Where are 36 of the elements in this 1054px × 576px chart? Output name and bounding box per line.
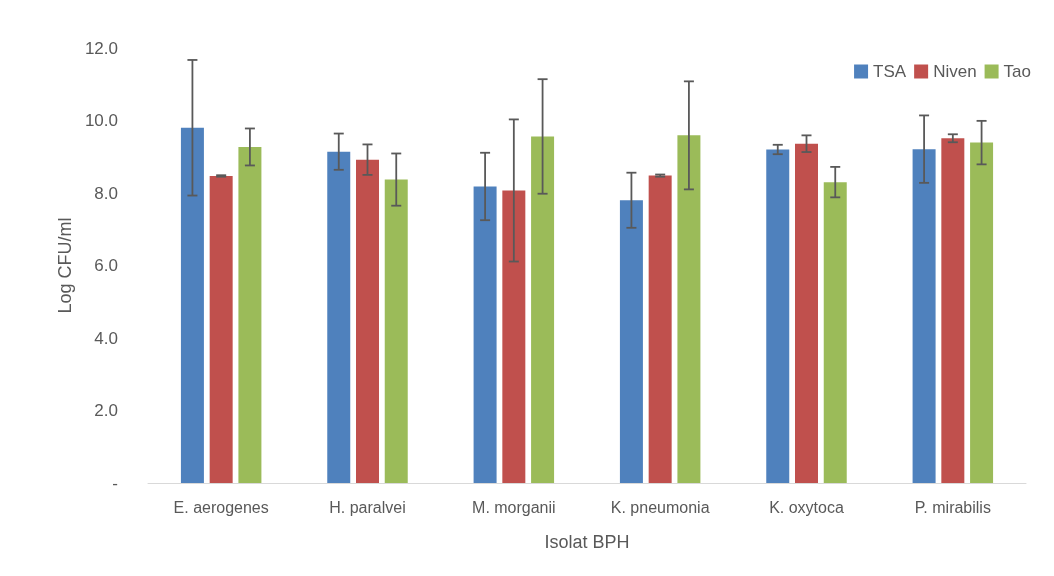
legend-label: TSA [873, 62, 907, 81]
bar [531, 136, 555, 483]
y-tick-label: 6.0 [94, 256, 118, 275]
x-tick-label: H. paralvei [329, 498, 406, 516]
bar [941, 138, 965, 483]
bar [238, 146, 262, 483]
y-tick-label: 2.0 [94, 401, 118, 420]
bar [209, 175, 233, 483]
x-tick-label: E. aerogenes [173, 498, 269, 516]
bar [327, 151, 351, 483]
bar [970, 142, 994, 483]
bar [766, 149, 790, 483]
bar [356, 159, 379, 483]
bar [823, 182, 847, 483]
x-tick-label: K. pneumonia [610, 498, 710, 516]
bar [473, 186, 497, 483]
x-tick-label: M. morganii [472, 498, 556, 516]
y-axis-title: Log CFU/ml [55, 217, 76, 314]
legend-label: Tao [1003, 62, 1032, 81]
x-axis-title: Isolat BPH [544, 532, 630, 552]
y-tick-label: 4.0 [94, 328, 118, 348]
y-tick-label: 12.0 [84, 38, 118, 58]
bar [912, 149, 936, 483]
x-tick-label: P. mirabilis [914, 498, 991, 516]
bar [619, 200, 643, 483]
y-tick-label: 8.0 [94, 183, 118, 203]
bar [795, 143, 818, 483]
x-tick-label: K. oxytoca [769, 498, 844, 516]
legend-label: Niven [933, 62, 977, 81]
bar [384, 179, 408, 483]
bar [677, 135, 701, 483]
y-tick-label: 10.0 [84, 111, 118, 130]
bar [502, 190, 526, 483]
y-tick-label: - [112, 473, 118, 493]
bar [648, 175, 672, 483]
bar [180, 127, 204, 483]
